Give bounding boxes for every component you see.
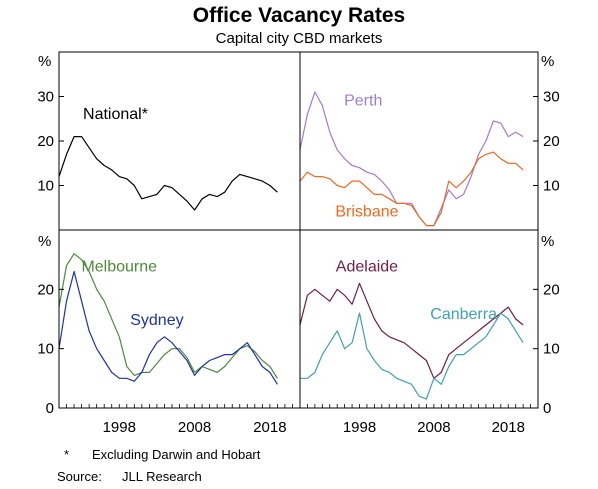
x-tick-label: 1998 xyxy=(103,419,136,436)
y-tick-label: 10 xyxy=(37,178,54,195)
series-line-brisbane xyxy=(299,151,524,227)
series-line-sydney xyxy=(58,270,278,385)
source-text: JLL Research xyxy=(122,469,202,484)
y-tick-label: 10 xyxy=(543,178,560,195)
panel-top-right xyxy=(299,91,524,227)
series-line-canberra xyxy=(300,312,524,400)
series-line-perth xyxy=(299,91,524,227)
footnote-text: Excluding Darwin and Hobart xyxy=(92,447,261,462)
source-label: Source: xyxy=(57,469,102,484)
chart-title: Office Vacancy Rates xyxy=(193,4,405,27)
panel-bottom-left xyxy=(58,253,278,385)
series-label-brisbane: Brisbane xyxy=(335,204,398,221)
x-tick-label: 2018 xyxy=(492,419,525,436)
y-tick-label: 30 xyxy=(543,89,560,106)
series-label-national: National* xyxy=(83,106,148,123)
frame-layer xyxy=(58,51,539,409)
series-label-canberra: Canberra xyxy=(430,306,497,323)
series-label-adelaide: Adelaide xyxy=(336,259,398,276)
x-tick-label: 2008 xyxy=(178,419,211,436)
x-tick-marks xyxy=(66,404,531,408)
panel-bottom-right xyxy=(299,282,524,400)
series-label-melbourne: Melbourne xyxy=(81,259,157,276)
footnote-marker: * xyxy=(64,447,69,462)
y-tick-label: 20 xyxy=(37,133,54,150)
panels-layer xyxy=(58,91,524,400)
series-label-sydney: Sydney xyxy=(130,312,183,329)
unit-label-bottom-right: % xyxy=(541,233,554,250)
x-tick-label: 2008 xyxy=(417,419,450,436)
x-tick-label: 2018 xyxy=(253,419,286,436)
y-tick-label: 20 xyxy=(37,281,54,298)
unit-label-top-right: % xyxy=(541,53,554,70)
y-tick-label: 10 xyxy=(37,341,54,358)
unit-label-bottom-left: % xyxy=(38,233,51,250)
y-tick-label: 0 xyxy=(543,400,551,417)
y-tick-label: 10 xyxy=(543,341,560,358)
x-tick-label: 1998 xyxy=(343,419,376,436)
panel-top-left xyxy=(58,136,278,211)
series-label-perth: Perth xyxy=(344,92,382,109)
y-tick-label: 20 xyxy=(543,133,560,150)
axis-layer: 10 20 30 10 20 30 0 10 20 0 10 20 1998 2008 2018 1998 20… xyxy=(37,89,559,437)
unit-label-top-left: % xyxy=(38,53,51,70)
y-tick-label: 20 xyxy=(543,281,560,298)
chart-subtitle: Capital city CBD markets xyxy=(216,30,383,47)
series-line-adelaide xyxy=(299,282,524,379)
series-line-national xyxy=(58,136,278,211)
y-tick-label: 30 xyxy=(37,89,54,106)
y-tick-label: 0 xyxy=(46,400,54,417)
